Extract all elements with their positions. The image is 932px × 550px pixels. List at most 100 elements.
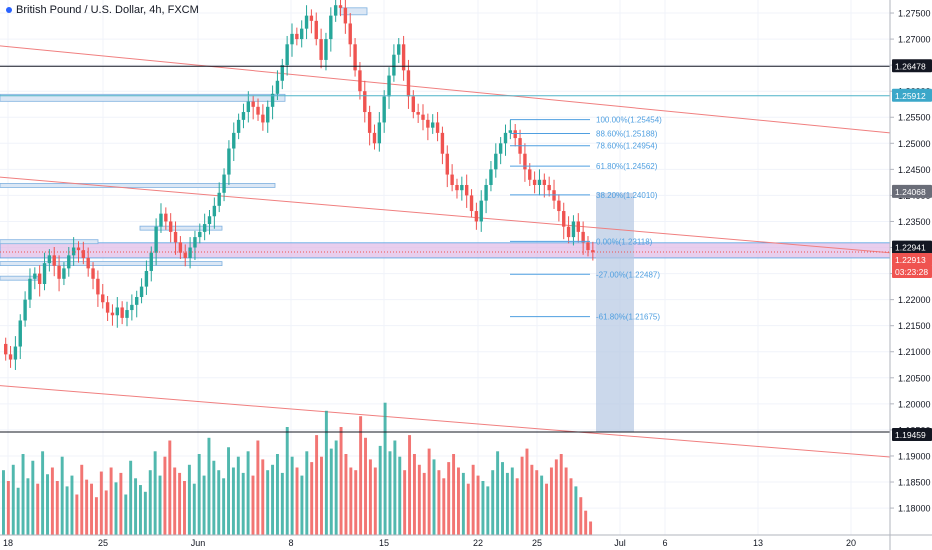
candle-body — [168, 221, 173, 232]
x-tick-label: 20 — [846, 538, 856, 548]
candle-body — [62, 268, 66, 279]
volume-bar — [138, 485, 142, 535]
volume-bar — [466, 483, 470, 535]
volume-bar — [315, 435, 319, 535]
candle-body — [86, 257, 90, 269]
level-box — [0, 261, 223, 266]
volume-bar — [320, 456, 323, 535]
volume-bar — [31, 460, 35, 535]
volume-bar — [55, 481, 59, 535]
candle-body — [416, 112, 420, 115]
fib-level-label: -27.00%(1.22487) — [596, 270, 660, 279]
symbol-dot-icon — [6, 7, 12, 14]
volume-bar — [520, 456, 524, 535]
volume-bar — [501, 462, 504, 535]
symbol-title[interactable]: British Pound / U.S. Dollar, 4h, FXCM — [6, 4, 199, 16]
x-tick-label: 6 — [662, 538, 667, 548]
price-label-bg — [892, 240, 932, 254]
fib-level-label: 38.20%(1.24010) — [596, 191, 658, 200]
y-tick-label: 1.18500 — [898, 478, 931, 488]
volume-bar — [398, 456, 402, 535]
horizontal-levels — [0, 65, 890, 433]
volume-bar — [589, 521, 593, 535]
volume-bar — [129, 460, 133, 535]
chart-grid — [0, 0, 890, 535]
candle-body — [212, 205, 217, 217]
fib-extension-tool[interactable]: 100.00%(1.25454) 88.60%(1.25188) 78.60%(1.… — [510, 116, 662, 322]
volume-bar — [280, 472, 284, 535]
volume-bar — [26, 478, 30, 535]
y-tick-label: 1.20500 — [898, 373, 931, 383]
volume-bar — [442, 478, 446, 535]
volume-bar — [515, 478, 519, 535]
x-tick-label: 13 — [753, 538, 763, 548]
candle-body — [91, 268, 95, 279]
candle-body — [261, 114, 265, 123]
candle-body — [222, 174, 226, 193]
candle-body — [246, 101, 251, 113]
candle-body — [591, 250, 595, 253]
price-label-bg — [892, 265, 932, 279]
volume-bar — [525, 448, 529, 535]
volume-bar — [383, 402, 387, 535]
candle-body — [542, 179, 547, 185]
candle-body — [135, 297, 139, 305]
candle-body — [372, 132, 377, 144]
volume-bar — [574, 486, 578, 535]
time-axis[interactable]: 18 25 Jun 8 15 22 25 Jul 6 13 20 — [0, 534, 932, 548]
candle-body — [37, 273, 42, 284]
y-tick-label: 1.27000 — [898, 35, 931, 45]
candle-body — [290, 33, 294, 45]
candle-body — [13, 346, 18, 360]
candle-body — [547, 184, 551, 191]
volume-bar — [197, 454, 201, 535]
volume-bar — [70, 475, 74, 535]
volume-bar — [173, 467, 177, 535]
volume-bar — [75, 494, 79, 535]
volume-bar — [99, 471, 103, 535]
y-tick-label: 1.20000 — [898, 399, 931, 409]
volume-bar — [11, 464, 15, 535]
y-tick-label: 1.23500 — [898, 217, 931, 227]
volume-bar — [584, 510, 588, 535]
candle-body — [329, 15, 333, 40]
candle-body — [367, 112, 372, 133]
candle-body — [164, 213, 168, 222]
candle-body — [353, 44, 357, 71]
candle-body — [421, 114, 425, 120]
volume-bar — [505, 472, 509, 535]
volume-bar — [275, 454, 279, 535]
volume-bar — [251, 475, 255, 535]
candle-body — [285, 44, 289, 66]
candle-body — [42, 263, 47, 284]
volume-bar — [104, 490, 108, 535]
candle-body — [280, 65, 284, 81]
volume-bar — [178, 472, 182, 535]
candle-body — [125, 310, 129, 318]
price-label-bg — [892, 88, 932, 102]
volume-bar — [408, 435, 412, 535]
price-label: 1.22913 — [895, 255, 926, 265]
supply-demand-zone — [0, 242, 891, 259]
level-box — [0, 239, 99, 245]
candle-body — [71, 247, 76, 256]
candle-body — [251, 101, 255, 107]
candle-body — [202, 224, 207, 232]
candle-body — [348, 23, 352, 45]
volume-bar — [114, 482, 118, 535]
x-tick-label: 22 — [473, 538, 483, 548]
candle-body — [96, 278, 100, 295]
volume-bar — [50, 467, 54, 535]
price-axis[interactable]: 1.275001.270001.265001.260001.255001.250… — [889, 0, 932, 550]
volume-bar — [432, 459, 436, 535]
candle-body — [469, 195, 474, 212]
volume-bar — [153, 451, 157, 535]
volume-bar — [290, 456, 294, 535]
volume-bar — [231, 467, 235, 535]
candle-body — [232, 132, 236, 149]
y-tick-label: 1.24500 — [898, 165, 931, 175]
candle-body — [173, 231, 178, 243]
candle-body — [76, 247, 81, 251]
price-label: 1.19459 — [895, 430, 926, 440]
